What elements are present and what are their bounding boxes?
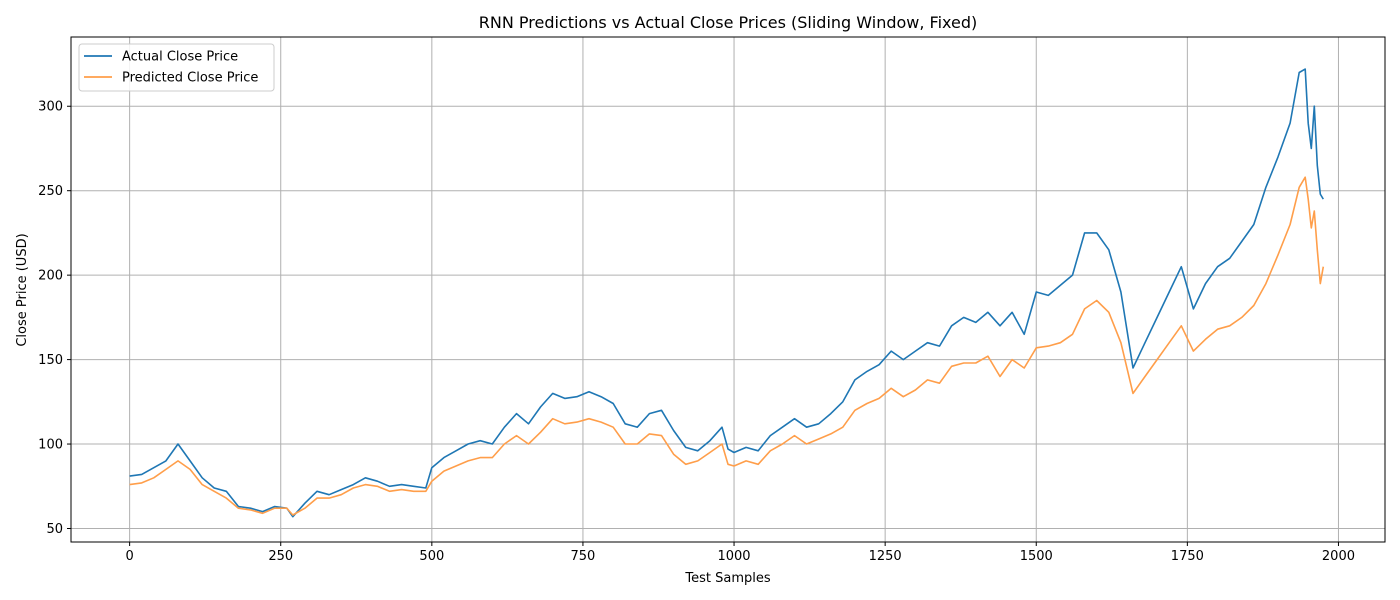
x-tick-label: 750 xyxy=(571,549,596,564)
x-tick-label: 500 xyxy=(419,549,444,564)
legend-label: Predicted Close Price xyxy=(122,71,258,86)
x-axis-ticks: 0 250 500 750 1000 1250 1500 1750 2000 xyxy=(125,542,1355,564)
legend-box xyxy=(78,43,275,92)
series-line-actual xyxy=(129,68,1324,518)
x-tick-label: 1750 xyxy=(1171,549,1204,564)
y-tick-label: 200 xyxy=(38,269,63,284)
chart-title: RNN Predictions vs Actual Close Prices (… xyxy=(479,13,978,32)
y-tick-label: 300 xyxy=(38,100,63,115)
series-group xyxy=(129,68,1325,518)
x-axis-title: Test Samples xyxy=(684,571,770,586)
y-tick-label: 150 xyxy=(38,353,63,368)
series-line-predicted xyxy=(129,176,1325,516)
x-tick-label: 1000 xyxy=(717,549,750,564)
plot-area xyxy=(71,37,1385,542)
x-tick-label: 0 xyxy=(125,549,133,564)
grid-lines xyxy=(71,37,1385,542)
x-tick-label: 1250 xyxy=(869,549,902,564)
x-tick-label: 250 xyxy=(268,549,293,564)
legend: Actual Close Price Predicted Close Price xyxy=(78,43,275,92)
legend-label: Actual Close Price xyxy=(122,50,238,65)
x-tick-label: 2000 xyxy=(1322,549,1355,564)
x-tick-label: 1500 xyxy=(1020,549,1053,564)
y-tick-label: 50 xyxy=(46,522,63,537)
y-axis-ticks: 50 100 150 200 250 300 xyxy=(38,100,71,537)
y-axis-title: Close Price (USD) xyxy=(15,233,30,346)
y-tick-label: 250 xyxy=(38,184,63,199)
plot-frame xyxy=(70,36,1386,543)
y-tick-label: 100 xyxy=(38,438,63,453)
